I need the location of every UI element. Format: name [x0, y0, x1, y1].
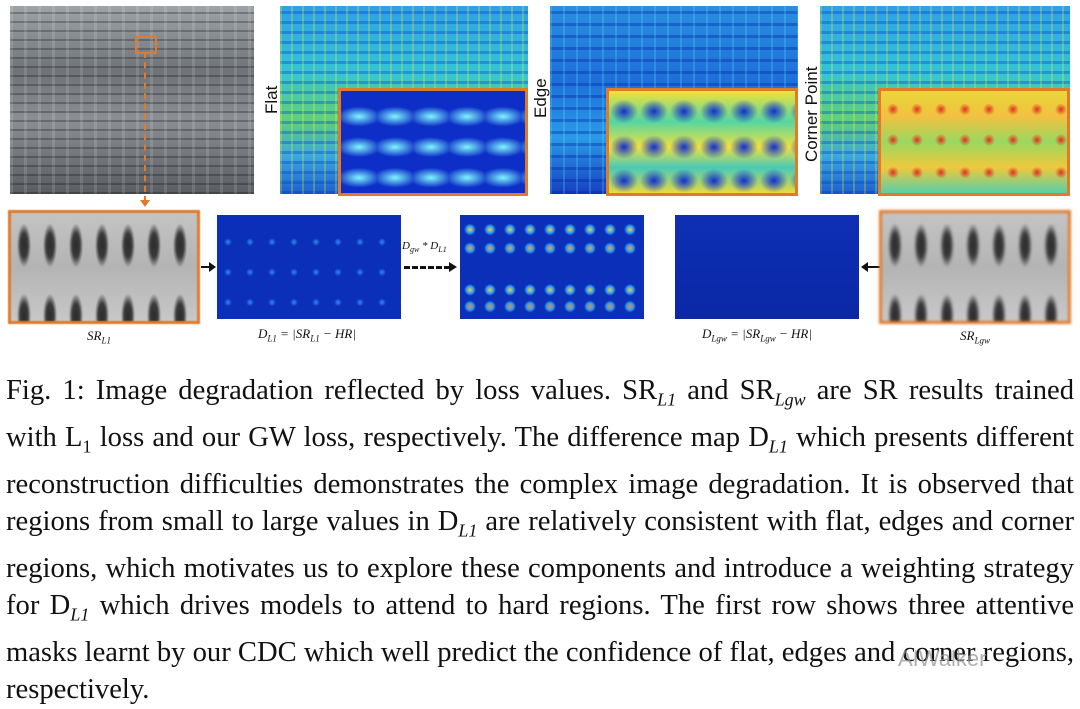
difference-map-dlgw — [675, 215, 859, 319]
dashed-arrow-weighting — [404, 266, 450, 269]
crop-connector-arrowhead — [140, 200, 150, 207]
caption-paragraph: Fig. 1: Image degradation reflected by l… — [6, 375, 1075, 706]
corner-mask-inset — [878, 88, 1070, 196]
label-sr-l1: SRL1 — [87, 328, 111, 346]
arrow-sr-l1-to-dl1-head — [209, 262, 216, 272]
flat-mask-inset — [338, 88, 528, 196]
weighting-formula: Dgw * DL1 — [402, 240, 447, 255]
city-photo — [10, 6, 254, 194]
crop-marker — [135, 36, 157, 54]
figure-caption: Fig. 1: Image degradation reflected by l… — [6, 372, 1074, 709]
arrow-sr-lgw-to-dlgw-head — [861, 262, 868, 272]
sr-lgw-crop — [879, 210, 1071, 324]
arrow-sr-l1-to-dl1 — [201, 266, 211, 268]
crop-connector-line — [144, 52, 146, 202]
label-sr-lgw: SRLgw — [960, 328, 990, 346]
sr-l1-crop — [8, 210, 200, 324]
mask-label-flat: Flat — [262, 85, 281, 114]
mask-label-corner: Corner Point — [802, 66, 821, 162]
edge-mask-inset — [606, 88, 798, 196]
label-d-l1: DL1 = |SRL1 − HR| — [258, 326, 356, 344]
dashed-arrow-weighting-head — [449, 262, 457, 272]
weighted-difference-map — [460, 215, 644, 319]
difference-map-dl1 — [217, 215, 401, 319]
watermark-text: AIWalker — [898, 646, 987, 671]
arrow-sr-lgw-to-dlgw — [868, 266, 880, 268]
label-d-lgw: DLgw = |SRLgw − HR| — [702, 326, 812, 344]
mask-label-edge: Edge — [531, 78, 550, 118]
